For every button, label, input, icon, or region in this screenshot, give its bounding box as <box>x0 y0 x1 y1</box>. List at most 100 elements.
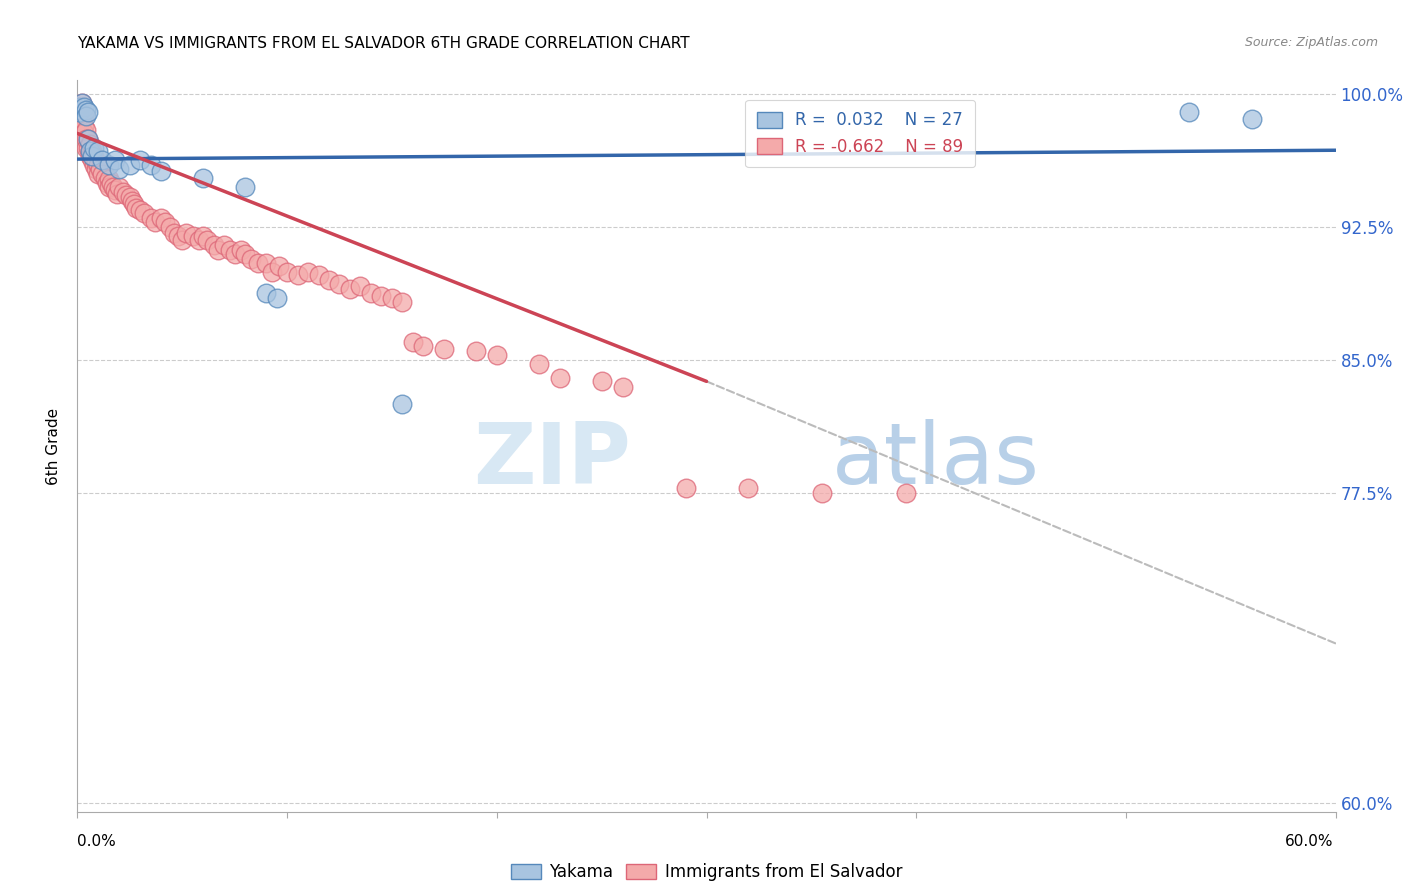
Point <box>485 348 508 362</box>
Point <box>121 194 143 208</box>
Point <box>75 123 97 137</box>
Point <box>391 294 413 309</box>
Point <box>80 149 103 163</box>
Text: 60.0%: 60.0% <box>1285 834 1333 849</box>
Point <box>118 190 141 204</box>
Point <box>79 144 101 158</box>
Point <box>240 252 263 267</box>
Text: 0.0%: 0.0% <box>77 834 117 849</box>
Point <box>83 158 105 172</box>
Point <box>79 144 101 158</box>
Point <box>191 229 215 244</box>
Point <box>79 149 101 163</box>
Point <box>402 335 425 350</box>
Point <box>181 229 204 244</box>
Point <box>87 144 110 158</box>
Point <box>212 238 235 252</box>
Point <box>276 264 298 278</box>
Point <box>96 176 118 190</box>
Point <box>72 109 94 123</box>
Point <box>360 285 382 300</box>
Point <box>254 285 277 300</box>
Point <box>97 179 120 194</box>
Text: YAKAMA VS IMMIGRANTS FROM EL SALVADOR 6TH GRADE CORRELATION CHART: YAKAMA VS IMMIGRANTS FROM EL SALVADOR 6T… <box>77 36 690 51</box>
Point <box>83 140 105 154</box>
Point <box>202 238 225 252</box>
Text: Source: ZipAtlas.com: Source: ZipAtlas.com <box>1244 36 1378 49</box>
Point <box>122 197 145 211</box>
Point <box>381 291 404 305</box>
Y-axis label: 6th Grade: 6th Grade <box>46 408 62 484</box>
Point <box>287 268 309 282</box>
Point <box>675 481 697 495</box>
Point <box>108 179 131 194</box>
Point <box>612 379 634 393</box>
Point <box>93 170 115 185</box>
Point <box>139 211 162 226</box>
Point <box>80 153 103 167</box>
Point <box>76 132 98 146</box>
Point <box>811 486 834 500</box>
Point <box>254 256 277 270</box>
Point <box>591 375 613 389</box>
Point <box>72 127 94 141</box>
Point <box>224 247 246 261</box>
Point <box>527 357 550 371</box>
Point <box>101 179 124 194</box>
Point <box>233 247 256 261</box>
Point <box>229 244 252 258</box>
Point <box>188 233 211 247</box>
Point <box>87 158 110 172</box>
Point <box>167 229 190 244</box>
Point <box>150 163 173 178</box>
Point <box>266 291 288 305</box>
Point <box>97 172 120 186</box>
Point <box>172 233 194 247</box>
Point <box>104 183 127 197</box>
Point <box>75 132 97 146</box>
Point <box>233 179 256 194</box>
Point <box>76 140 98 154</box>
Point <box>67 109 90 123</box>
Point <box>129 153 152 167</box>
Text: ZIP: ZIP <box>474 419 631 502</box>
Point <box>75 140 97 154</box>
Point <box>72 120 94 134</box>
Point <box>433 343 456 357</box>
Point <box>84 154 107 169</box>
Point <box>87 167 110 181</box>
Point <box>191 170 215 185</box>
Point <box>219 244 242 258</box>
Point <box>176 226 198 240</box>
Point <box>318 273 340 287</box>
Point <box>105 186 128 201</box>
Point <box>328 277 350 291</box>
Point <box>412 339 434 353</box>
Point <box>125 201 148 215</box>
Point <box>67 105 90 120</box>
Point <box>548 371 571 385</box>
Point <box>91 153 114 167</box>
Point <box>308 268 330 282</box>
Point <box>83 149 105 163</box>
Point <box>297 264 319 278</box>
Point <box>89 161 111 176</box>
Point <box>114 188 136 202</box>
Point <box>84 161 107 176</box>
Point <box>143 215 166 229</box>
Point <box>67 100 90 114</box>
Legend: R =  0.032    N = 27, R = -0.662    N = 89: R = 0.032 N = 27, R = -0.662 N = 89 <box>745 100 974 168</box>
Point <box>349 278 371 293</box>
Point <box>155 215 177 229</box>
Point <box>159 220 181 235</box>
Point <box>1240 112 1263 127</box>
Point <box>339 282 361 296</box>
Point <box>75 103 97 118</box>
Point <box>139 158 162 172</box>
Point <box>70 114 93 128</box>
Point <box>1178 105 1201 120</box>
Point <box>76 132 98 146</box>
Point <box>391 397 413 411</box>
Point <box>267 259 290 273</box>
Text: atlas: atlas <box>832 419 1040 502</box>
